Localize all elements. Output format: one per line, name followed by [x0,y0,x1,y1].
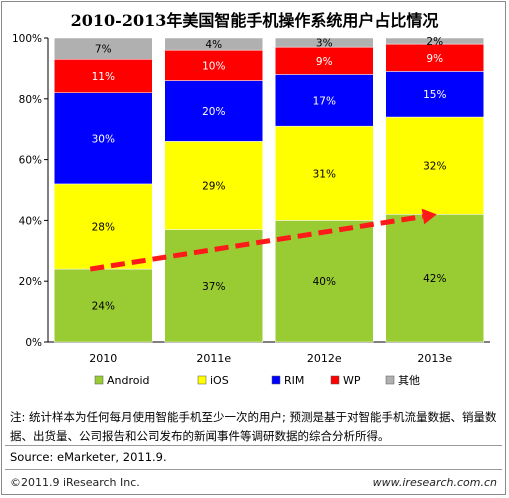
x-tick-label: 2012e [307,352,342,365]
y-tick-label: 0% [25,337,42,349]
data-label: 28% [92,221,115,233]
bar-segment [275,37,374,48]
data-label: 9% [316,56,333,68]
trend-arrow-line [89,214,424,272]
data-label: 42% [423,273,446,285]
legend-swatch [94,375,104,385]
data-label: 7% [95,44,112,56]
legend-swatch [330,375,340,385]
bar-segment [275,74,374,127]
chart-title: 2010-2013年美国智能手机操作系统用户占比情况 [70,11,439,30]
legend-label: WP [343,374,361,387]
bar-segment [275,125,374,221]
data-label: 15% [423,89,446,101]
x-tick-label: 2013e [417,352,452,365]
source-text: Source: eMarketer, 2011.9. [10,450,167,464]
bar-segment [164,229,263,343]
bar-segment [385,116,484,215]
y-tick-label: 60% [19,155,42,167]
copyright-text: ©2011.9 iResearch Inc. [10,476,140,489]
x-tick-label: 2010 [89,352,117,365]
y-tick-label: 20% [19,276,42,288]
y-tick-label: 100% [12,33,42,45]
bar-segment [164,141,263,230]
legend-swatch [385,375,395,385]
data-label: 9% [426,53,443,65]
legend-label: Android [107,374,150,387]
trend-arrow-head [421,208,437,225]
data-label: 10% [202,60,225,72]
data-label: 4% [205,39,222,51]
bar-segment [385,71,484,118]
data-label: 2% [426,36,443,48]
bar-segment [54,59,153,93]
x-tick-label: 2011e [196,352,231,365]
data-label: 32% [423,161,446,173]
bar-segment [275,220,374,343]
y-tick-label: 80% [19,94,42,106]
divider-line [5,469,502,470]
data-label: 40% [313,276,336,288]
bar-segment [164,37,263,51]
data-label: 24% [92,301,115,313]
bar-segment [275,46,374,75]
website-text: www.iresearch.com.cn [372,476,497,489]
bar-segment [54,183,153,270]
divider-line [5,445,502,446]
data-label: 29% [202,180,225,192]
data-label: 30% [92,133,115,145]
legend-swatch [271,375,281,385]
footnote: 注: 统计样本为任何每月使用智能手机至少一次的用户; 预测是基于对智能手机流量数… [10,410,497,443]
bar-segment [385,37,484,45]
data-label: 17% [313,95,336,107]
bar-segment [164,80,263,142]
bar-segment [54,92,153,185]
legend-label: 其他 [398,374,420,387]
stacked-bar-chart: 0% 20% 40% 60% 80% 100% 24% 28% 30% 11% 7% 2010 37% 2… [12,33,490,387]
data-label: 31% [313,168,336,180]
data-label: 37% [202,281,225,293]
y-tick-label: 40% [19,215,42,227]
legend-swatch [197,375,207,385]
data-label: 11% [92,71,115,83]
data-label: 20% [202,106,225,118]
legend-label: iOS [210,374,229,387]
bar-segment [54,37,153,60]
bar-segment [54,268,153,343]
bar-segment [164,49,263,81]
legend-label: RIM [284,374,304,387]
data-label: 3% [316,38,333,50]
